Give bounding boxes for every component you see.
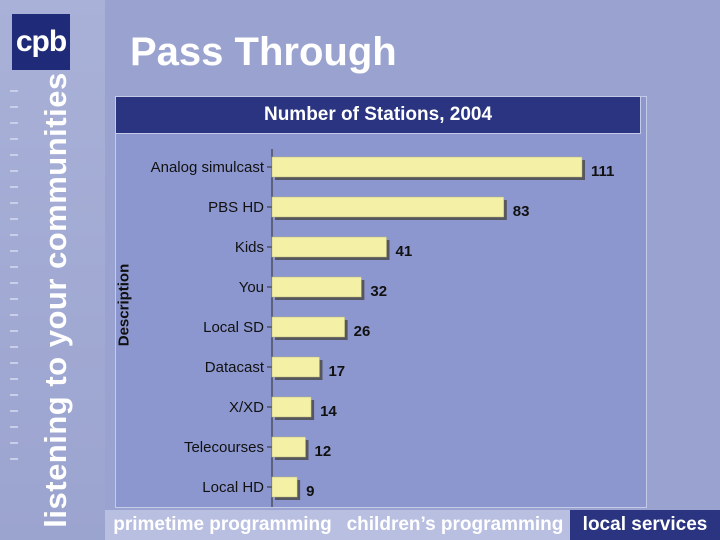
bar xyxy=(271,436,306,458)
category-label: Local HD xyxy=(202,479,264,496)
nav-childrens-programming[interactable]: children’s programming xyxy=(346,514,564,535)
category-label: Kids xyxy=(235,239,264,256)
bar xyxy=(271,196,505,218)
sidebar: cpb listening to your communities xyxy=(0,0,105,540)
value-label: 12 xyxy=(315,443,332,460)
bar xyxy=(271,236,387,258)
category-label: Local SD xyxy=(203,319,264,336)
bar xyxy=(271,476,298,498)
cpb-logo: cpb xyxy=(12,14,70,70)
bar xyxy=(271,316,345,338)
value-label: 41 xyxy=(396,243,413,260)
category-label: You xyxy=(239,279,264,296)
bottom-navigation: primetime programming children’s program… xyxy=(105,510,720,540)
category-label: Analog simulcast xyxy=(151,159,265,176)
value-label: 14 xyxy=(320,403,337,420)
value-label: 32 xyxy=(370,283,387,300)
category-label: Datacast xyxy=(205,359,265,376)
bar xyxy=(271,396,312,418)
value-label: 26 xyxy=(354,323,371,340)
logo-text: cpb xyxy=(15,25,67,58)
chart-title: Number of Stations, 2004 xyxy=(115,96,641,134)
sidebar-dash-decoration xyxy=(10,90,18,530)
bar xyxy=(271,356,320,378)
nav-primetime-programming[interactable]: primetime programming xyxy=(113,514,332,535)
category-label: PBS HD xyxy=(208,199,264,216)
value-label: 9 xyxy=(306,483,314,500)
value-label: 111 xyxy=(591,163,614,180)
value-label: 83 xyxy=(513,203,530,220)
nav-local-services[interactable]: local services xyxy=(570,510,720,540)
bar xyxy=(271,156,583,178)
category-label: Telecourses xyxy=(184,439,264,456)
value-label: 17 xyxy=(328,363,345,380)
slide-title: Pass Through xyxy=(130,30,397,74)
category-label: X/XD xyxy=(229,399,264,416)
bar xyxy=(271,276,362,298)
